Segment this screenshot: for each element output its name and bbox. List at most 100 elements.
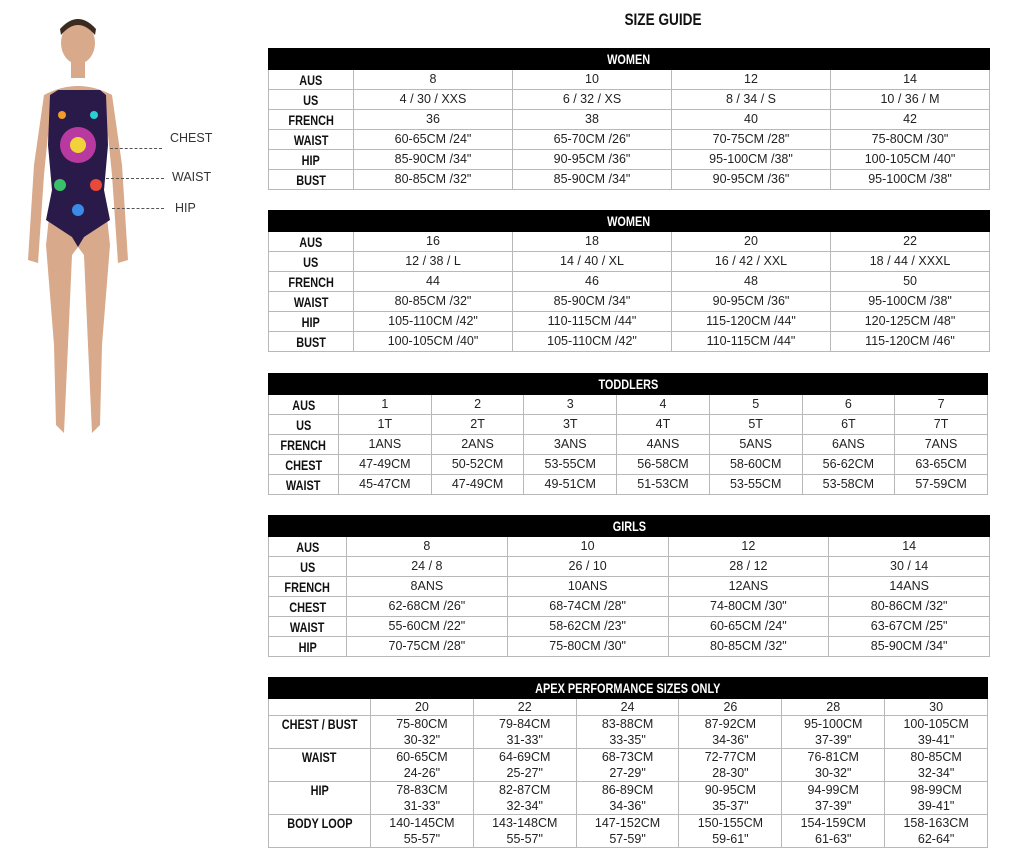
table-cell: 105-110CM /42" [353,311,513,332]
row-label: FRENCH [268,271,354,292]
table-cell: 56-58CM [616,454,710,475]
table-cell: 154-159CM 61-63" [781,814,886,848]
table-cell: 4ANS [616,434,710,455]
table-cell: 87-92CM 34-36" [678,715,783,749]
table-row: AUS 8 10 12 14 [268,69,991,90]
page-title: SIZE GUIDE [624,10,702,29]
table-cell: 85-90CM /34" [512,291,672,312]
table-cell: 90-95CM /36" [671,291,831,312]
table-cell: 8 / 34 / S [671,89,831,110]
table-cell: 38 [512,109,672,130]
apex-table: APEX PERFORMANCE SIZES ONLY 20 22 24 26 28 30 C… [267,677,989,848]
table-row: CHEST 47-49CM 50-52CM 53-55CM 56-58CM 58-60CM… [268,454,988,475]
table-row: BODY LOOP 140-145CM 55-57" 143-148CM 55-57" 1… [268,814,989,848]
table-cell: 24 / 8 [346,556,508,577]
table-cell: 3T [523,414,618,435]
table-cell: 4 [616,394,710,415]
table-cell: 100-105CM 39-41" [884,715,989,749]
row-label: CHEST [268,596,347,617]
table-cell: 12 / 38 / L [353,251,513,272]
table-cell: 3 [523,394,618,415]
table-row: HIP 105-110CM /42" 110-115CM /44" 115-120CM… [268,311,991,332]
table-cell: 68-74CM /28" [506,596,669,617]
table-cell: 5 [708,394,803,415]
table-row: 20 22 24 26 28 30 [268,698,989,716]
table-cell: 110-115CM /44" [512,311,672,332]
row-label: BODY LOOP [268,814,371,848]
table-cell: 50-52CM [430,454,525,475]
row-label: FRENCH [268,109,354,130]
row-label: US [268,556,347,577]
table-row: WAIST 60-65CM /24" 65-70CM /26" 70-75CM /28… [268,129,991,150]
table-header: GIRLS [267,515,991,537]
table-cell: 75-80CM 30-32" [370,715,474,749]
table-cell: 50 [829,271,991,292]
row-label: FRENCH [268,576,347,597]
table-cell: 68-73CM 27-29" [575,748,680,782]
table-row: HIP 78-83CM 31-33" 82-87CM 32-34" 86-89CM 34-3… [268,781,989,815]
table-cell: 100-105CM /40" [353,331,513,352]
table-cell: 6 / 32 / XS [512,89,672,110]
table-cell: 58-60CM [708,454,803,475]
waist-guide-line [106,178,164,179]
table-cell: 98-99CM 39-41" [884,781,989,815]
table-cell: 14 [828,536,991,557]
waist-label: WAIST [172,170,212,184]
table-cell: 63-65CM [894,454,988,475]
row-label: WAIST [268,129,354,150]
table-cell: 53-55CM [523,454,618,475]
table-cell: 53-58CM [801,474,896,495]
row-label: HIP [268,311,354,332]
row-label: HIP [268,781,371,815]
table-header-label: WOMEN [607,213,651,229]
table-cell: 16 [353,231,513,252]
chest-guide-line [110,148,162,149]
table-cell: 14ANS [828,576,991,597]
table-cell: 7ANS [894,434,988,455]
table-cell: 3ANS [523,434,618,455]
table-cell: 6 [801,394,896,415]
chest-label: CHEST [170,131,213,145]
table-cell: 78-83CM 31-33" [370,781,474,815]
table-row: HIP 85-90CM /34" 90-95CM /36" 95-100CM /38"… [268,149,991,170]
table-cell: 60-65CM /24" [667,616,830,637]
table-header: TODDLERS [268,373,988,395]
table-row: WAIST 80-85CM /32" 85-90CM /34" 90-95CM /36… [268,291,991,312]
table-cell: 14 [829,69,991,90]
table-cell: 30 / 14 [828,556,991,577]
table-cell: 90-95CM /36" [671,169,831,190]
table-row: FRENCH 1ANS 2ANS 3ANS 4ANS 5ANS 6ANS 7ANS [268,434,988,455]
table-cell: 18 [512,231,672,252]
table-cell: 30 [884,698,989,716]
table-cell: 44 [353,271,513,292]
table-cell: 75-80CM /30" [506,636,669,657]
table-cell: 5T [708,414,803,435]
women-table-2: WOMEN AUS 16 18 20 22 US 12 / 38 / L 14 / 40 / X… [267,210,991,352]
row-label: AUS [268,69,354,90]
row-label: WAIST [268,748,371,782]
table-header: WOMEN [267,210,991,232]
table-cell: 60-65CM 24-26" [370,748,474,782]
table-cell: 140-145CM 55-57" [370,814,474,848]
table-cell: 5ANS [708,434,803,455]
row-label: CHEST / BUST [268,715,371,749]
table-row: US 4 / 30 / XXS 6 / 32 / XS 8 / 34 / S 10 / … [268,89,991,110]
table-cell: 8 [353,69,513,90]
table-cell: 10 [506,536,669,557]
table-cell: 49-51CM [523,474,618,495]
table-cell: 58-62CM /23" [506,616,669,637]
table-cell: 24 [575,698,680,716]
table-cell: 70-75CM /28" [346,636,508,657]
table-cell: 10ANS [506,576,669,597]
table-cell: 76-81CM 30-32" [781,748,886,782]
table-cell: 26 / 10 [506,556,669,577]
table-cell: 120-125CM /48" [829,311,991,332]
row-label: AUS [268,231,354,252]
table-cell: 60-65CM /24" [353,129,513,150]
table-cell: 105-110CM /42" [512,331,672,352]
girls-table: GIRLS AUS 8 10 12 14 US 24 / 8 26 / 10 28 / 12 30 … [267,515,991,657]
table-cell: 10 / 36 / M [829,89,991,110]
table-cell: 57-59CM [894,474,988,495]
row-label: WAIST [268,291,354,312]
table-row: BUST 100-105CM /40" 105-110CM /42" 110-115C… [268,331,991,352]
